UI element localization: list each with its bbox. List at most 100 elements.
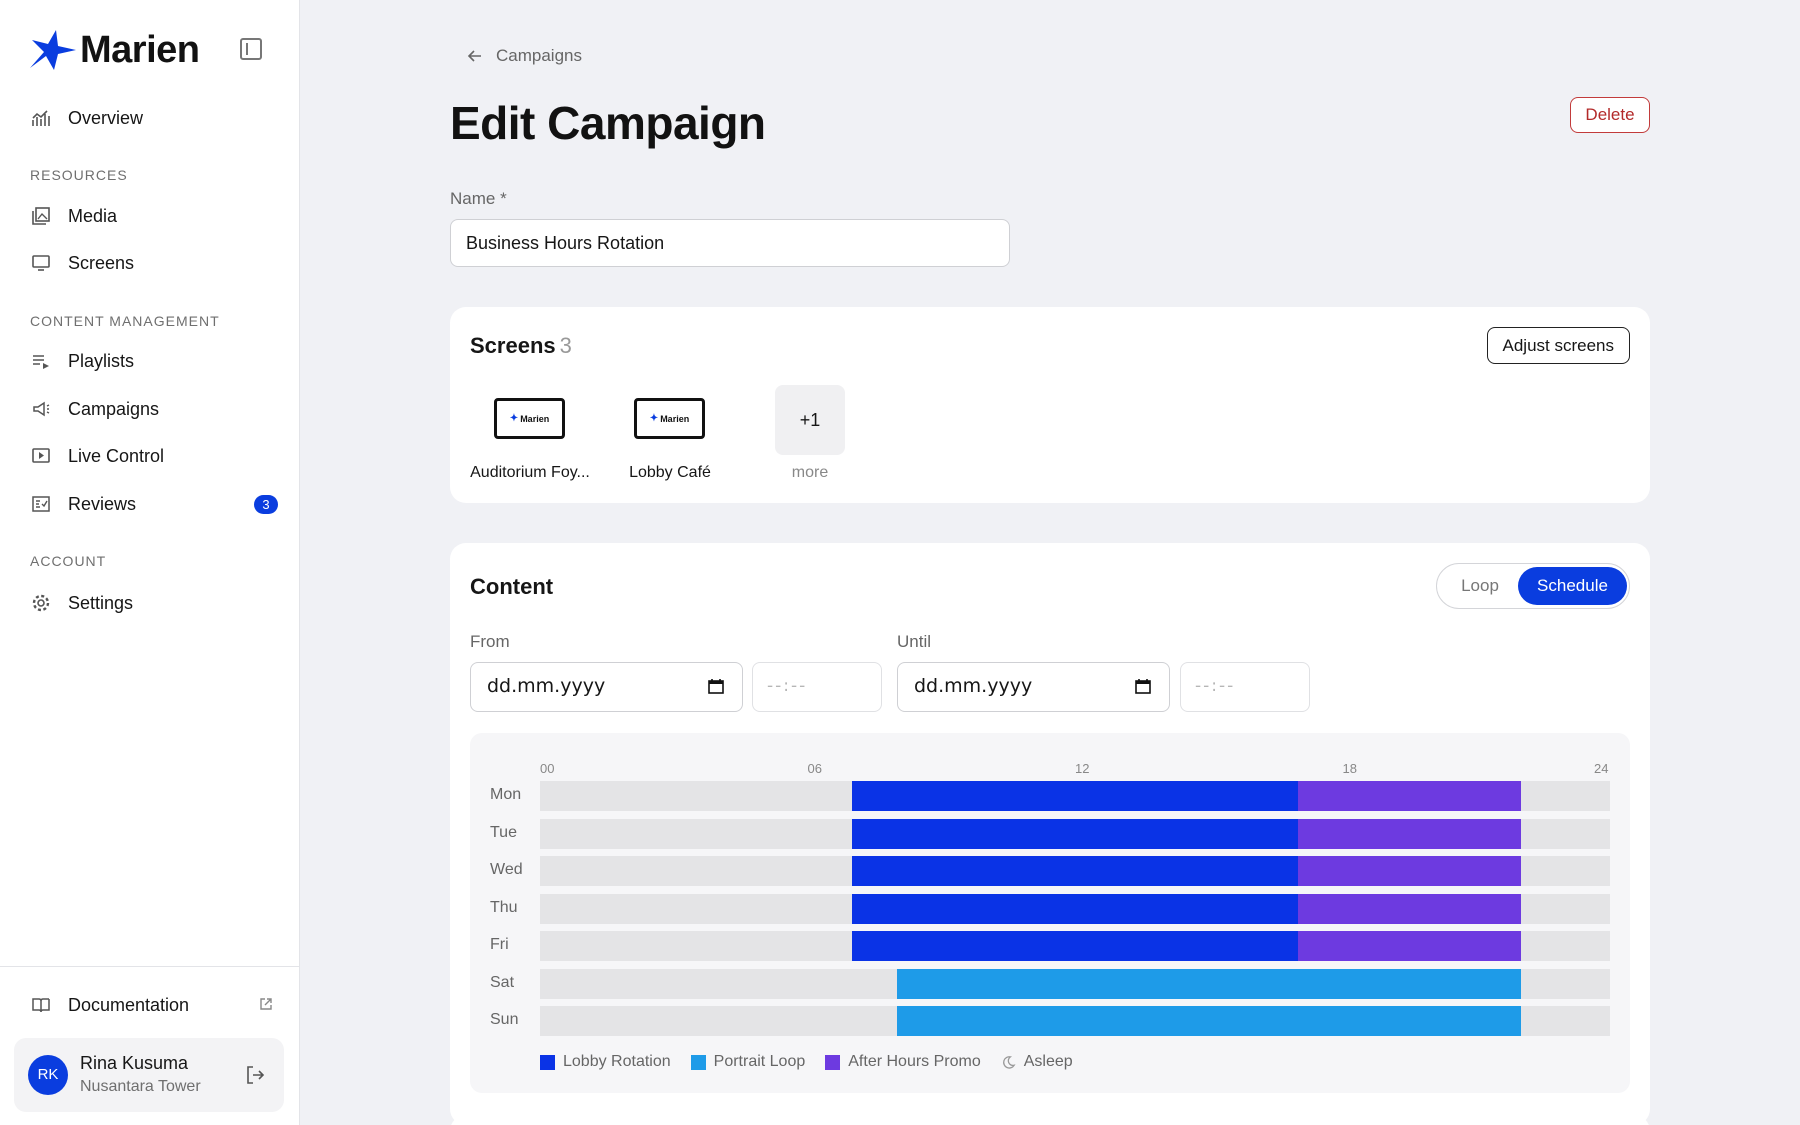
day-label: Mon xyxy=(490,786,522,803)
breadcrumb-back-link[interactable]: Campaigns xyxy=(466,46,582,66)
screens-card-title-label: Screens xyxy=(470,333,556,358)
section-label-resources: RESOURCES xyxy=(30,167,128,183)
breadcrumb-label: Campaigns xyxy=(496,46,582,65)
delete-button[interactable]: Delete xyxy=(1570,97,1650,133)
legend-item: After Hours Promo xyxy=(825,1053,981,1071)
arrow-left-icon xyxy=(467,50,481,62)
sidebar-item-label: Settings xyxy=(68,592,134,613)
schedule-block[interactable] xyxy=(1297,893,1521,924)
sidebar-item-documentation[interactable]: Documentation xyxy=(30,987,280,1023)
until-date-placeholder: dd.mm.yyyy xyxy=(914,675,1033,697)
name-field-label: Name * xyxy=(450,189,507,208)
sidebar-item-overview[interactable]: Overview xyxy=(30,100,280,136)
hour-tick-label: 06 xyxy=(807,761,822,776)
legend-swatch xyxy=(690,1054,706,1070)
section-label-content: CONTENT MANAGEMENT xyxy=(30,313,220,329)
adjust-screens-button[interactable]: Adjust screens xyxy=(1486,327,1630,364)
mode-option-schedule[interactable]: Schedule xyxy=(1518,567,1627,605)
user-name: Rina Kusuma xyxy=(80,1053,189,1073)
schedule-block[interactable] xyxy=(1297,781,1521,811)
sidebar-collapse-icon[interactable] xyxy=(240,38,262,60)
sidebar-item-label: Screens xyxy=(68,252,135,273)
legend-swatch xyxy=(540,1054,555,1070)
until-date-input[interactable]: dd.mm.yyyy xyxy=(897,662,1170,712)
schedule-block[interactable] xyxy=(852,781,1298,811)
sidebar-item-playlists[interactable]: Playlists xyxy=(30,343,280,379)
external-link-icon xyxy=(260,998,272,1010)
brand-star-icon xyxy=(30,30,76,70)
legend-swatch xyxy=(825,1054,841,1070)
user-organization: Nusantara Tower xyxy=(80,1078,201,1095)
day-label: Thu xyxy=(490,898,518,916)
schedule-block[interactable] xyxy=(852,893,1298,924)
schedule-block[interactable] xyxy=(1297,856,1521,886)
sidebar-item-label: Reviews xyxy=(68,493,137,514)
sidebar-item-label: Playlists xyxy=(68,350,135,371)
sidebar-item-live-control[interactable]: Live Control xyxy=(30,438,280,474)
book-icon xyxy=(30,994,52,1016)
moon-icon xyxy=(1002,1055,1016,1069)
section-label-account: ACCOUNT xyxy=(30,553,107,569)
thumb-brand: Marien xyxy=(520,413,550,424)
sidebar-item-campaigns[interactable]: Campaigns xyxy=(30,391,280,427)
campaign-name-input[interactable] xyxy=(450,219,1010,267)
calendar-icon[interactable] xyxy=(708,678,724,694)
avatar: RK xyxy=(28,1055,68,1095)
from-date-input[interactable]: dd.mm.yyyy xyxy=(470,662,743,712)
screens-card-title: Screens 3 xyxy=(470,333,572,359)
next-card-edge xyxy=(450,1115,1650,1125)
brand-logo[interactable]: Marien xyxy=(24,28,200,72)
sidebar-item-media[interactable]: Media xyxy=(30,198,280,234)
legend-label: Portrait Loop xyxy=(713,1053,806,1070)
more-screens-label: more xyxy=(791,464,829,481)
from-time-input[interactable]: --:-- xyxy=(752,662,882,712)
hour-tick-label: 00 xyxy=(540,761,555,776)
day-label: Sun xyxy=(490,1011,519,1028)
schedule-block[interactable] xyxy=(1297,818,1521,849)
mode-toggle: Loop Schedule xyxy=(1436,563,1630,609)
day-label: Fri xyxy=(490,936,509,953)
hour-tick-label: 18 xyxy=(1342,761,1357,776)
day-label: Sat xyxy=(490,973,515,991)
legend-item: Portrait Loop xyxy=(690,1053,806,1071)
schedule-block[interactable] xyxy=(896,968,1521,999)
legend-label: Asleep xyxy=(1023,1053,1073,1070)
hour-tick-label: 12 xyxy=(1075,761,1090,776)
schedule-block[interactable] xyxy=(852,856,1298,886)
from-date-placeholder: dd.mm.yyyy xyxy=(487,675,606,697)
sidebar-item-label: Documentation xyxy=(68,994,190,1015)
calendar-icon[interactable] xyxy=(1135,678,1151,694)
until-time-input[interactable]: --:-- xyxy=(1180,662,1310,712)
schedule-block[interactable] xyxy=(852,931,1298,961)
day-label: Wed xyxy=(490,861,523,878)
screen-name: Auditorium Foy... xyxy=(470,464,590,481)
schedule-block[interactable] xyxy=(896,1006,1521,1036)
reviews-count-badge: 3 xyxy=(254,495,278,514)
mode-option-loop[interactable]: Loop xyxy=(1461,576,1499,595)
legend-item: Asleep xyxy=(1001,1053,1073,1071)
sidebar-item-settings[interactable]: Settings xyxy=(30,585,280,621)
schedule-block[interactable] xyxy=(852,818,1298,849)
screen-thumbnail[interactable]: ✦ Marien xyxy=(634,398,705,439)
legend-item: Lobby Rotation xyxy=(540,1053,671,1071)
screen-thumbnail[interactable]: ✦ Marien xyxy=(494,398,565,439)
sidebar: Marien Overview RESOURCES Media Screens … xyxy=(0,0,300,1125)
content-card-title: Content xyxy=(470,574,554,599)
review-icon xyxy=(30,493,52,515)
weekly-schedule-chart: Lobby Rotation Portrait Loop After Hours P… xyxy=(470,733,1630,1093)
schedule-legend: Lobby Rotation Portrait Loop After Hours P… xyxy=(540,1053,1093,1071)
sidebar-item-screens[interactable]: Screens xyxy=(30,245,280,281)
more-screens-button[interactable]: +1 xyxy=(775,385,845,455)
brand-star-icon: ✦ xyxy=(649,413,659,424)
play-screen-icon xyxy=(30,445,52,467)
hour-tick-label: 24 xyxy=(1594,761,1609,776)
legend-label: After Hours Promo xyxy=(848,1053,981,1070)
thumb-brand: Marien xyxy=(660,413,690,424)
user-card[interactable]: RK Rina Kusuma Nusantara Tower xyxy=(14,1038,284,1112)
sidebar-item-reviews[interactable]: Reviews 3 xyxy=(30,486,280,522)
schedule-block[interactable] xyxy=(1297,931,1521,961)
sidebar-item-label: Live Control xyxy=(68,445,165,466)
logout-icon[interactable] xyxy=(244,1064,266,1086)
monitor-icon xyxy=(30,252,52,274)
sidebar-item-label: Media xyxy=(68,205,118,226)
